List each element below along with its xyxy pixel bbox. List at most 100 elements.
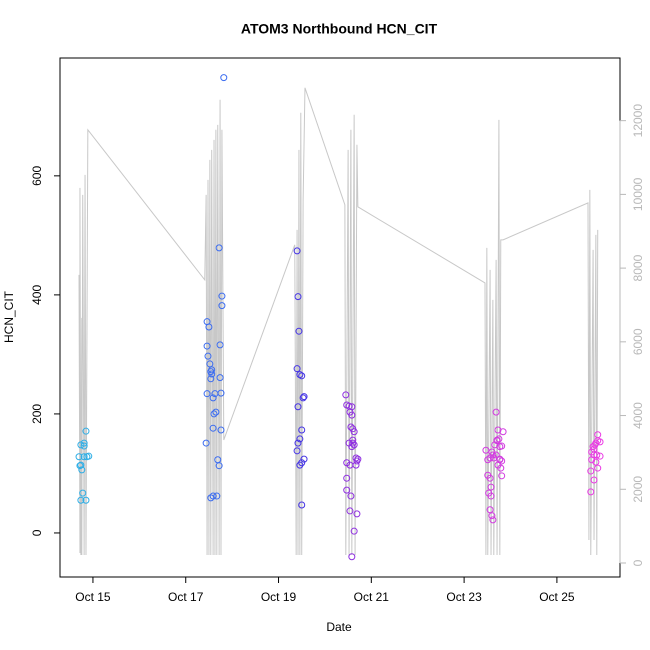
point [489,516,497,524]
point [498,442,506,450]
point [80,439,88,447]
point [298,372,306,380]
point [208,370,216,378]
point [488,512,496,520]
y2-tick-label: 4000 [631,402,645,429]
x-tick-label: Oct 17 [168,590,204,604]
point [215,244,223,252]
point [353,510,361,518]
point [295,327,303,335]
point [82,427,90,435]
point [216,341,224,349]
point [296,435,304,443]
y-tick-label: 0 [30,529,44,536]
point [348,553,356,561]
point [593,451,601,459]
point [300,455,308,463]
point [342,391,350,399]
y2-tick-label: 6000 [631,328,645,355]
y-axis-label: HCN_CIT [2,290,16,343]
point [298,426,306,434]
point [85,452,93,460]
chart-title: ATOM3 Northbound HCN_CIT [241,21,438,37]
x-tick-label: Oct 19 [261,590,297,604]
point [296,371,304,379]
point [492,451,500,459]
point [587,467,595,475]
point [209,424,217,432]
y2-tick-label: 2000 [631,476,645,503]
point [218,292,226,300]
point [350,428,358,436]
y-tick-label: 200 [30,404,44,424]
point [343,486,351,494]
point [498,457,506,465]
point [203,390,211,398]
point [492,408,500,416]
point [487,492,495,500]
point [587,488,595,496]
point [294,403,302,411]
x-tick-label: Oct 21 [354,590,390,604]
point [346,507,354,515]
x-tick-label: Oct 15 [75,590,111,604]
point [80,453,88,461]
point [350,527,358,535]
point [482,446,490,454]
point [213,492,221,500]
point [209,394,217,402]
point [348,411,356,419]
x-axis-label: Date [326,620,352,634]
point [80,442,88,450]
point [497,464,505,472]
point [352,454,360,462]
y-tick-label: 400 [30,285,44,305]
secondary-line [78,87,599,555]
point [79,489,87,497]
point [486,474,494,482]
point [495,435,503,443]
y-tick-label: 600 [30,166,44,186]
point [349,439,357,447]
point [203,342,211,350]
point [298,459,306,467]
point [77,496,85,504]
y2-tick-label: 8000 [631,254,645,281]
point [218,302,226,310]
y2-tick-label: 10000 [631,177,645,211]
point [299,394,307,402]
point [205,323,213,331]
point [209,492,217,500]
point [204,352,212,360]
point [350,441,358,449]
point [78,466,86,474]
point [347,423,355,431]
point [293,447,301,455]
point [294,439,302,447]
point [76,462,84,470]
point [596,452,604,460]
point [300,393,308,401]
point [354,455,362,463]
point [498,472,506,480]
point [212,408,220,416]
point [216,374,224,382]
point [208,366,216,374]
point [293,247,301,255]
y2-tick-label: 12000 [631,104,645,138]
point [496,455,504,463]
point [298,501,306,509]
point [294,293,302,301]
point [343,474,351,482]
point [215,462,223,470]
point [493,436,501,444]
point [487,483,495,491]
point [590,445,598,453]
point [489,451,497,459]
point [588,456,596,464]
point [596,438,604,446]
x-tick-label: Oct 25 [539,590,575,604]
point [347,492,355,500]
